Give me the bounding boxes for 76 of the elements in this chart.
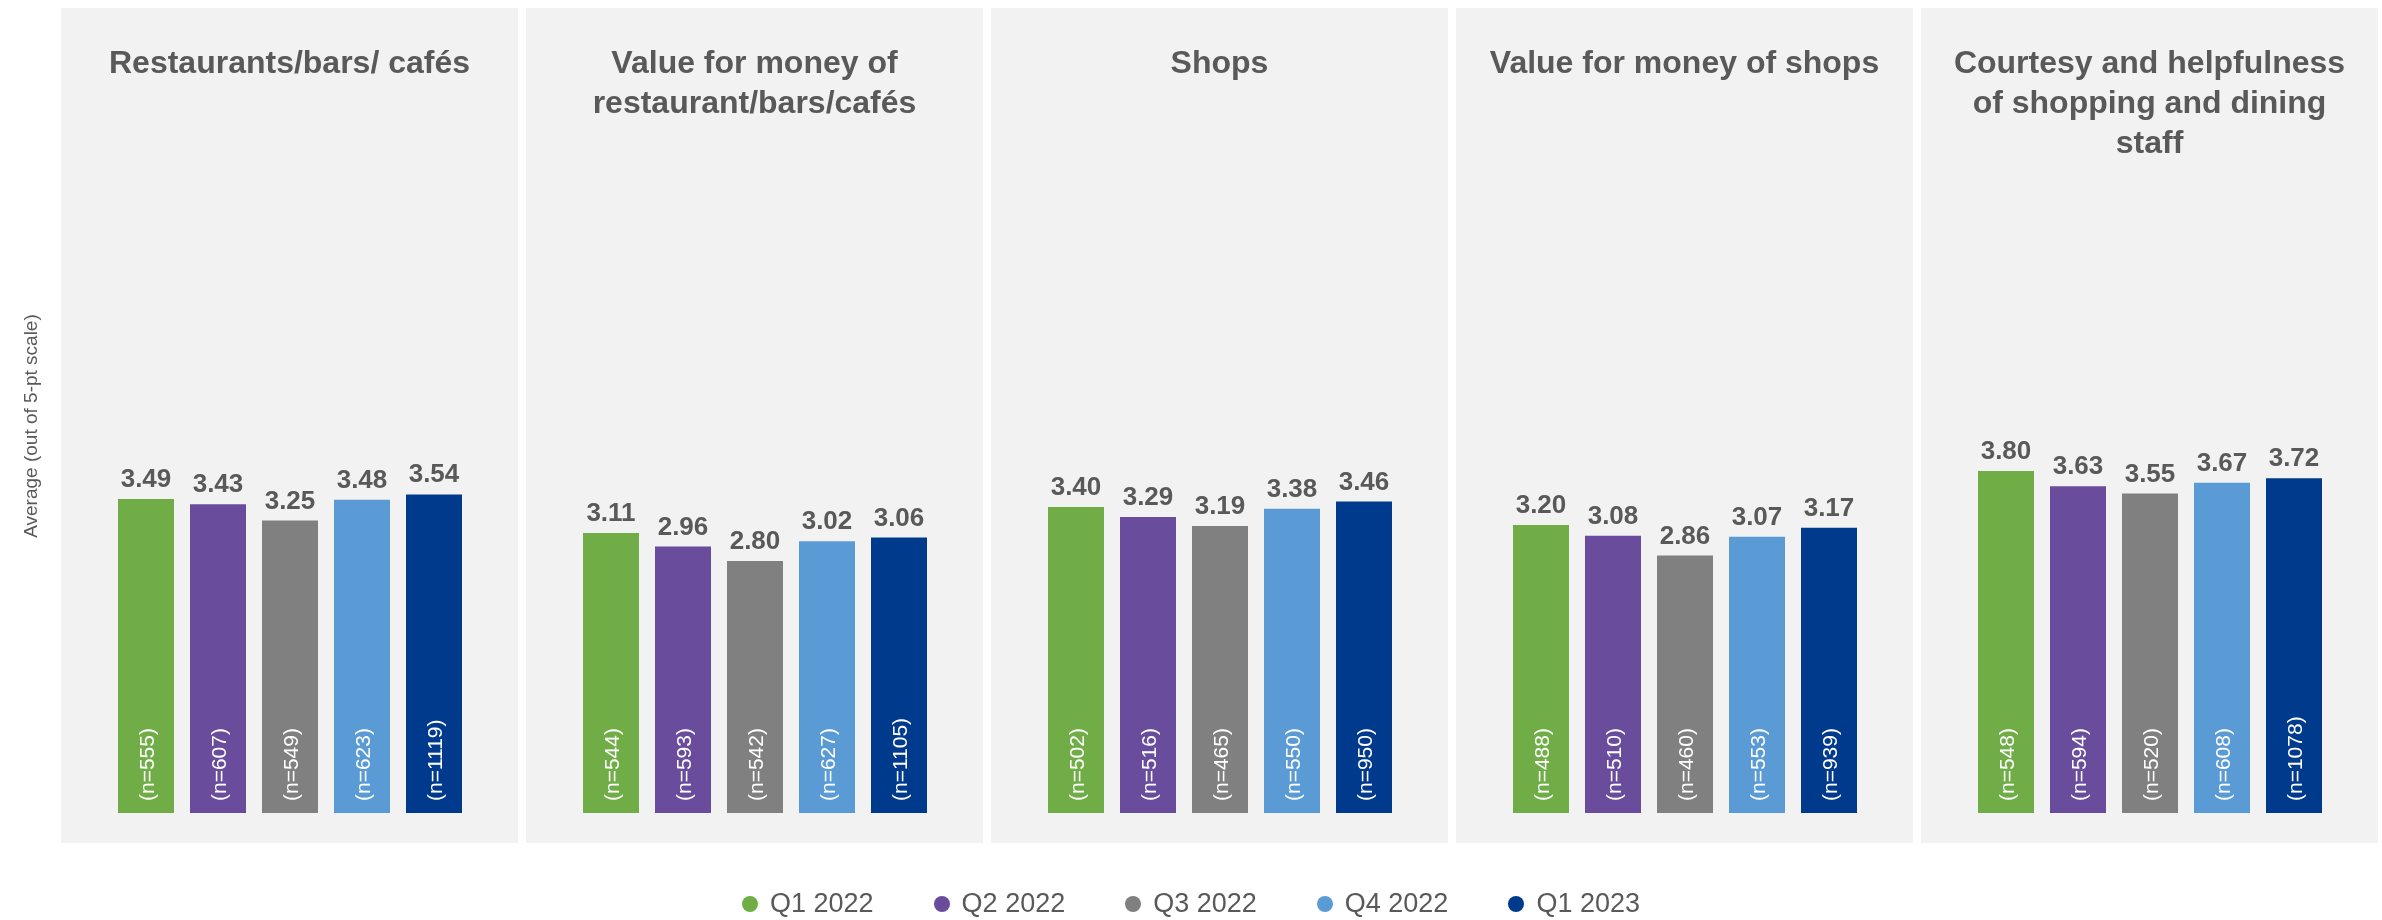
data-label: 3.07 <box>1731 500 1783 531</box>
data-label: 3.25 <box>264 484 316 515</box>
data-label: 3.67 <box>2196 446 2248 477</box>
chart-title: Restaurants/bars/ cafés <box>107 43 472 82</box>
data-label: 3.17 <box>1803 491 1855 522</box>
data-label: 3.08 <box>1587 499 1639 530</box>
bar <box>1729 536 1785 813</box>
data-label: 3.06 <box>873 501 925 532</box>
bar <box>1513 525 1569 813</box>
data-label: 3.55 <box>2124 457 2176 488</box>
annotation: (n=488) <box>1530 728 1553 801</box>
annotation: (n=555) <box>135 728 158 801</box>
chart-title: Courtesy and helpfulness of shopping and dining staff <box>1952 43 2347 162</box>
data-label: 3.43 <box>192 468 244 499</box>
legend-label: Q3 2022 <box>1153 888 1257 919</box>
bar <box>262 520 318 813</box>
data-label: 3.11 <box>586 497 636 528</box>
annotation: (n=608) <box>2211 728 2234 801</box>
data-label: 3.80 <box>1980 435 2032 465</box>
bar <box>1657 555 1713 813</box>
data-label: 2.86 <box>1659 519 1711 550</box>
y-axis-title: Average (out of 5-pt scale) <box>20 313 42 540</box>
data-label: 3.38 <box>1266 472 1318 503</box>
annotation: (n=1105) <box>888 717 911 801</box>
data-label: 3.20 <box>1515 489 1567 519</box>
bar <box>406 494 462 813</box>
annotation: (n=950) <box>1353 728 1376 801</box>
bar <box>334 499 390 813</box>
annotation: (n=502) <box>1065 728 1088 801</box>
annotation: (n=594) <box>2067 728 2090 801</box>
legend-label: Q4 2022 <box>1344 888 1449 919</box>
data-label: 3.02 <box>801 505 853 536</box>
bar <box>1585 535 1641 813</box>
data-label: 3.40 <box>1050 471 1102 501</box>
data-label: 3.19 <box>1194 489 1246 520</box>
annotation: (n=548) <box>1995 728 2018 801</box>
annotation: (n=542) <box>744 728 767 801</box>
bar <box>655 546 711 813</box>
annotation: (n=544) <box>600 728 623 801</box>
chart-title: Value for money of shops <box>1488 43 1881 82</box>
annotation: (n=607) <box>207 728 230 801</box>
annotation: (n=1078) <box>2283 716 2306 801</box>
bar <box>583 533 639 813</box>
chart-title: Value for money of restaurant/bars/cafés <box>591 43 918 122</box>
annotation: (n=549) <box>279 728 302 801</box>
data-label: 2.80 <box>729 525 781 555</box>
legend-label: Q2 2022 <box>961 888 1066 919</box>
bar <box>871 537 927 813</box>
data-label: 3.48 <box>336 463 388 494</box>
chart-title: Shops <box>1169 43 1270 82</box>
annotation: (n=1119) <box>423 719 446 801</box>
data-label: 3.72 <box>2268 442 2320 473</box>
annotation: (n=460) <box>1674 728 1697 801</box>
legend-label: Q1 2022 <box>770 888 874 919</box>
bar <box>727 561 783 813</box>
annotation: (n=520) <box>2139 728 2162 801</box>
annotation: (n=553) <box>1746 728 1769 801</box>
annotation: (n=550) <box>1281 728 1304 801</box>
bar <box>118 498 174 813</box>
annotation: (n=939) <box>1818 728 1841 801</box>
annotation: (n=510) <box>1602 728 1625 801</box>
legend-label: Q1 2023 <box>1536 888 1640 919</box>
annotation: (n=627) <box>816 728 839 801</box>
data-label: 3.63 <box>2052 450 2104 481</box>
data-label: 3.49 <box>120 462 172 493</box>
bar <box>1801 527 1857 813</box>
data-label: 3.46 <box>1338 465 1390 496</box>
bar <box>190 504 246 813</box>
annotation: (n=593) <box>672 728 695 801</box>
annotation: (n=623) <box>351 728 374 801</box>
annotation: (n=516) <box>1137 728 1160 801</box>
data-label: 2.96 <box>657 510 709 541</box>
bar <box>799 541 855 813</box>
data-label: 3.54 <box>408 458 460 489</box>
annotation: (n=465) <box>1209 728 1232 801</box>
data-label: 3.29 <box>1122 480 1174 511</box>
